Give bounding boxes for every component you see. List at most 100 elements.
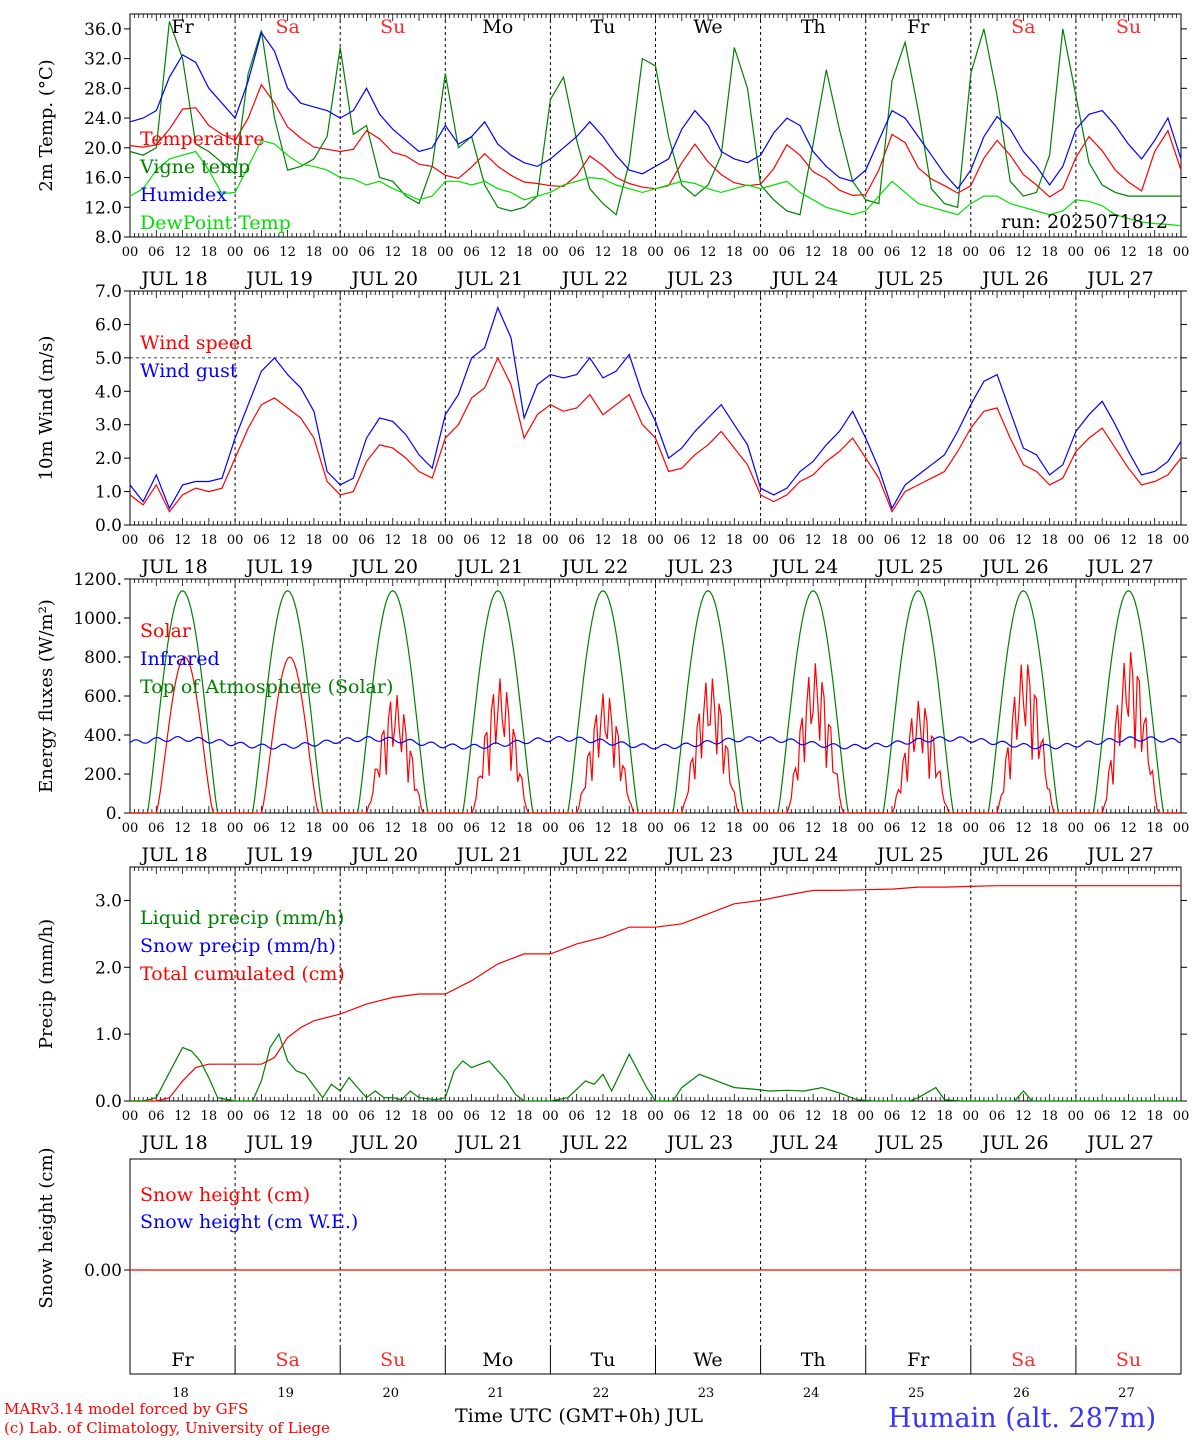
y-axis-label-precip: Precip (mm/h) bbox=[36, 919, 57, 1049]
bottom-day-number: 21 bbox=[488, 1386, 505, 1400]
hour-tick-label: 06 bbox=[253, 245, 270, 260]
hour-tick-label: 00 bbox=[542, 821, 559, 836]
hour-tick-label: 12 bbox=[174, 1109, 191, 1124]
bottom-day-number: 20 bbox=[382, 1386, 399, 1400]
hour-tick-label: 00 bbox=[1068, 245, 1085, 260]
hour-tick-label: 06 bbox=[148, 533, 165, 548]
hour-tick-label: 18 bbox=[201, 821, 218, 836]
x-axis-title: Time UTC (GMT+0h) JUL bbox=[455, 1405, 703, 1427]
hour-tick-label: 18 bbox=[621, 821, 638, 836]
day-label: JUL 21 bbox=[455, 844, 523, 866]
hour-tick-label: 00 bbox=[647, 1109, 664, 1124]
day-label: JUL 19 bbox=[244, 844, 312, 866]
weekday-label-bottom: Su bbox=[380, 1349, 405, 1371]
hour-tick-label: 12 bbox=[700, 245, 717, 260]
bottom-day-number: 27 bbox=[1118, 1386, 1135, 1400]
series-vigne-temp bbox=[129, 21, 1181, 216]
hour-tick-label: 12 bbox=[174, 245, 191, 260]
hour-tick-label: 12 bbox=[910, 245, 927, 260]
y-tick-label: 1200. bbox=[73, 570, 122, 590]
day-label: JUL 19 bbox=[244, 268, 312, 290]
hour-tick-label: 12 bbox=[174, 821, 191, 836]
day-label: JUL 22 bbox=[560, 1132, 628, 1154]
hour-tick-label: 12 bbox=[174, 533, 191, 548]
hour-tick-label: 00 bbox=[227, 1109, 244, 1124]
bottom-day-number: 24 bbox=[803, 1386, 820, 1400]
y-tick-label: 4.0 bbox=[95, 382, 122, 402]
hour-tick-label: 18 bbox=[201, 1109, 218, 1124]
hour-tick-label: 18 bbox=[936, 821, 953, 836]
y-axis-label-wind: 10m Wind (m/s) bbox=[36, 336, 57, 481]
station-title: Humain (alt. 287m) bbox=[888, 1403, 1157, 1434]
hour-tick-label: 00 bbox=[1173, 821, 1190, 836]
weekday-label: We bbox=[693, 16, 722, 38]
day-label: JUL 27 bbox=[1085, 1132, 1153, 1154]
hour-tick-label: 06 bbox=[148, 1109, 165, 1124]
panel-frame-temp bbox=[129, 13, 1182, 238]
hour-tick-label: 12 bbox=[700, 533, 717, 548]
hour-tick-label: 18 bbox=[516, 821, 533, 836]
hour-tick-label: 12 bbox=[805, 821, 822, 836]
hour-tick-label: 00 bbox=[437, 533, 454, 548]
hour-tick-label: 12 bbox=[595, 821, 612, 836]
hour-tick-label: 00 bbox=[332, 245, 349, 260]
hour-tick-label: 12 bbox=[384, 245, 401, 260]
hour-tick-label: 06 bbox=[253, 1109, 270, 1124]
hour-tick-label: 00 bbox=[963, 1109, 980, 1124]
hour-tick-label: 12 bbox=[279, 245, 296, 260]
hour-tick-label: 00 bbox=[122, 533, 139, 548]
legend-humidex: Humidex bbox=[140, 184, 227, 206]
day-label: JUL 23 bbox=[665, 1132, 733, 1154]
hour-tick-label: 06 bbox=[884, 533, 901, 548]
hour-tick-label: 00 bbox=[1068, 1109, 1085, 1124]
y-tick-label: 7.0 bbox=[95, 282, 122, 302]
day-label: JUL 21 bbox=[455, 556, 523, 578]
weekday-label-bottom: Tu bbox=[590, 1349, 615, 1371]
hour-tick-label: 12 bbox=[1120, 533, 1137, 548]
hour-tick-label: 00 bbox=[752, 245, 769, 260]
series-humidex bbox=[129, 31, 1182, 190]
hour-tick-label: 06 bbox=[779, 821, 796, 836]
hour-tick-label: 12 bbox=[805, 533, 822, 548]
hour-tick-label: 12 bbox=[805, 245, 822, 260]
hour-tick-label: 06 bbox=[1094, 245, 1111, 260]
legend-top-of-atmosphere-solar-: Top of Atmosphere (Solar) bbox=[140, 676, 393, 698]
legend-infrared: Infrared bbox=[140, 648, 220, 670]
day-label: JUL 25 bbox=[875, 1132, 943, 1154]
hour-tick-label: 12 bbox=[910, 533, 927, 548]
hour-tick-label: 00 bbox=[857, 821, 874, 836]
hour-tick-label: 00 bbox=[857, 245, 874, 260]
hour-tick-label: 18 bbox=[831, 821, 848, 836]
hour-tick-label: 00 bbox=[1068, 821, 1085, 836]
hour-tick-label: 12 bbox=[910, 1109, 927, 1124]
hour-tick-label: 18 bbox=[1041, 245, 1058, 260]
hour-tick-label: 06 bbox=[463, 533, 480, 548]
hour-tick-label: 12 bbox=[805, 1109, 822, 1124]
hour-tick-label: 06 bbox=[148, 245, 165, 260]
y-tick-label: 2.0 bbox=[95, 958, 122, 978]
weekday-label-bottom: Fr bbox=[171, 1349, 194, 1371]
hour-tick-label: 18 bbox=[201, 533, 218, 548]
weekday-label: Su bbox=[380, 16, 405, 38]
day-label: JUL 25 bbox=[875, 556, 943, 578]
hour-tick-label: 06 bbox=[568, 821, 585, 836]
meteogram-chart: 00 06 12 18 00 06 12 18 00 06 12 18 00 06 12 18 00 06 12 18… bbox=[36, 13, 1190, 1400]
hour-tick-label: 06 bbox=[463, 245, 480, 260]
hour-tick-label: 18 bbox=[411, 821, 428, 836]
bottom-day-number: 26 bbox=[1013, 1386, 1030, 1400]
day-label: JUL 27 bbox=[1085, 268, 1153, 290]
hour-tick-label: 18 bbox=[936, 533, 953, 548]
hour-tick-label: 00 bbox=[227, 821, 244, 836]
hour-tick-label: 00 bbox=[752, 1109, 769, 1124]
hour-tick-label: 18 bbox=[621, 533, 638, 548]
day-label: JUL 27 bbox=[1085, 844, 1153, 866]
series-wind-speed bbox=[129, 356, 1182, 513]
y-tick-label: 5.0 bbox=[95, 349, 122, 369]
hour-tick-label: 12 bbox=[490, 1109, 507, 1124]
hour-tick-label: 06 bbox=[463, 821, 480, 836]
legend-wind-speed: Wind speed bbox=[140, 332, 252, 354]
day-label: JUL 26 bbox=[980, 844, 1048, 866]
day-label: JUL 24 bbox=[770, 1132, 838, 1154]
day-label: JUL 24 bbox=[770, 268, 838, 290]
hour-tick-label: 12 bbox=[384, 1109, 401, 1124]
